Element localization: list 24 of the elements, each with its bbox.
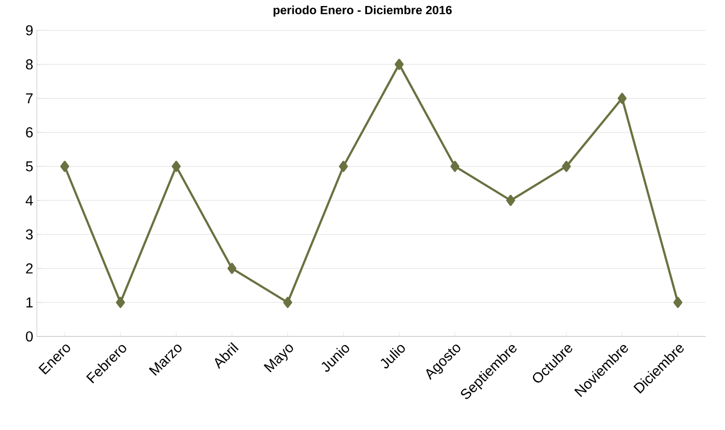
y-tick-label: 1: [26, 297, 33, 308]
point: [172, 160, 181, 172]
y-tick-label: 0: [26, 331, 33, 342]
point: [283, 296, 292, 308]
point: [60, 160, 70, 172]
x-tick-label: Julio: [380, 344, 405, 368]
point: [450, 160, 460, 172]
point: [618, 92, 627, 104]
point: [338, 160, 348, 172]
y-tick-label: 8: [26, 59, 33, 70]
chart-title: periodo Enero - Diciembre 2016: [274, 6, 452, 17]
y-tick-label: 4: [26, 195, 33, 206]
y-tick-label: 5: [26, 161, 33, 172]
y-tick-label: 9: [26, 25, 33, 36]
point: [562, 160, 571, 172]
y-tick-label: 6: [26, 127, 33, 138]
point: [506, 194, 516, 206]
y-tick-label: 3: [26, 229, 33, 240]
point: [116, 296, 125, 308]
point: [227, 262, 236, 274]
point: [673, 296, 682, 308]
y-tick-label: 7: [26, 93, 33, 104]
y-tick-label: 2: [26, 263, 33, 274]
point: [394, 58, 404, 70]
